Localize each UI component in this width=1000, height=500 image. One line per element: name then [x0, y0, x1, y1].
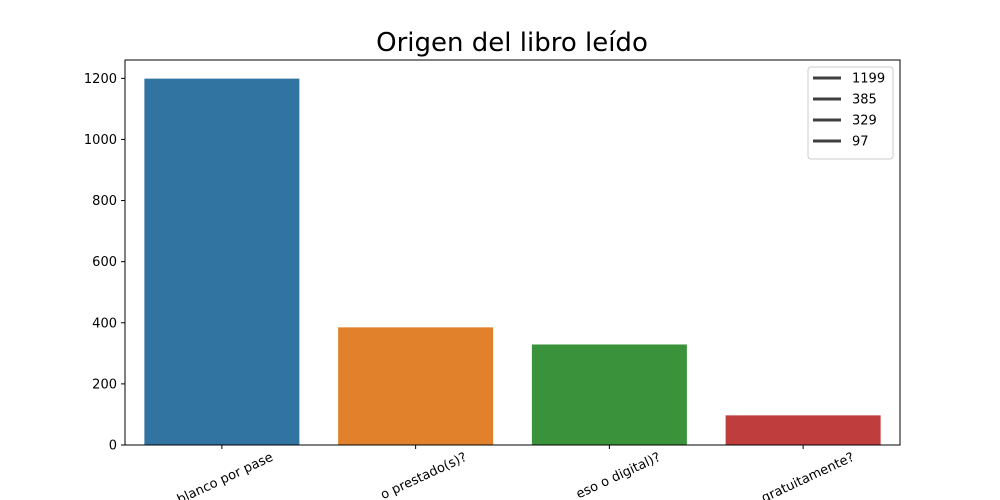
y-tick-label: 600 [92, 255, 117, 270]
x-tick-label: blanco por pase [175, 450, 276, 500]
legend-label: 1199 [852, 72, 885, 87]
x-tick-label: o prestado(s)? [378, 450, 469, 500]
legend-label: 97 [852, 135, 869, 150]
y-tick-label: 400 [92, 316, 117, 331]
x-tick-label: gratuitamente? [759, 450, 856, 500]
y-tick-label: 0 [109, 439, 117, 454]
plot-frame [124, 59, 901, 446]
x-tick-label: eso o digital)? [574, 450, 663, 500]
bars-layer [144, 78, 881, 445]
bar [144, 78, 300, 445]
bar [338, 327, 494, 445]
bar [725, 415, 881, 445]
y-tick-label: 1200 [84, 72, 117, 87]
y-tick-label: 1000 [84, 133, 117, 148]
legend: 1199 385 329 97 [807, 66, 894, 160]
legend-label: 329 [852, 114, 877, 129]
y-tick-label: 800 [92, 194, 117, 209]
bar [531, 344, 687, 445]
y-tick-label: 200 [92, 377, 117, 392]
legend-box [807, 66, 894, 160]
chart-title: Origen del libro leído [376, 28, 648, 58]
legend-label: 385 [852, 93, 877, 108]
